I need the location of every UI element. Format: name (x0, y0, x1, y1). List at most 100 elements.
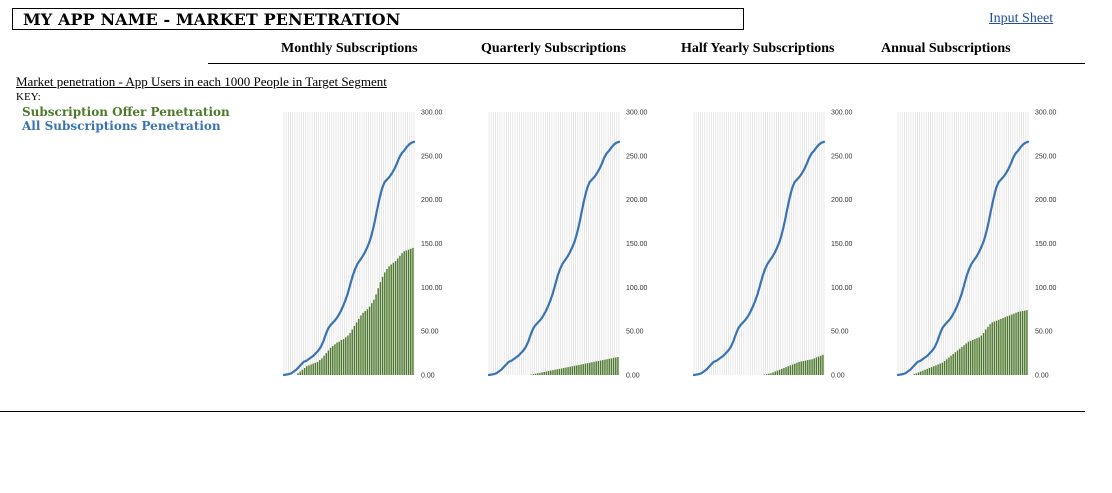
offer-bar (593, 361, 595, 375)
offer-bar (345, 337, 347, 375)
offer-bar (299, 371, 301, 375)
y-tick-label: 100.00 (831, 285, 853, 292)
offer-bar (578, 364, 580, 375)
offer-bar (399, 255, 401, 375)
chart-quarterly-svg: 300.00 250.00 200.00 150.00 100.00 50.00 0.00 (487, 110, 648, 380)
offer-bar (785, 367, 787, 375)
offer-bar (920, 371, 922, 375)
offer-bar (602, 360, 604, 375)
offer-bar (362, 312, 364, 375)
offer-bar (353, 325, 356, 375)
offer-bar (580, 364, 582, 375)
offer-bar (606, 359, 608, 375)
offer-bar (991, 322, 993, 375)
offer-bar (306, 366, 308, 375)
period-header-quarterly: Quarterly Subscriptions (481, 41, 627, 56)
offer-bar (394, 261, 397, 375)
offer-bar (939, 363, 941, 375)
offer-bar (373, 299, 375, 375)
offer-bar (798, 361, 800, 375)
offer-bar (1024, 310, 1026, 375)
y-tick-label: 0.00 (1035, 373, 1049, 380)
key-all-penetration: All Subscriptions Penetration (22, 119, 221, 133)
offer-bar (1021, 311, 1024, 375)
offer-bar (329, 347, 332, 375)
offer-bar (403, 251, 405, 375)
offer-bar (550, 370, 552, 375)
offer-bar (310, 364, 312, 375)
offer-bar (308, 365, 310, 375)
offer-bar (321, 358, 323, 375)
offer-bar (612, 357, 615, 375)
offer-bar (392, 262, 395, 375)
all-penetration-line (692, 140, 826, 377)
offer-bar (547, 371, 550, 375)
y-tick-label: 150.00 (1035, 241, 1057, 248)
page-title: MY APP NAME - MARKET PENETRATION (23, 10, 401, 29)
offer-bar (809, 359, 811, 375)
offer-bar (807, 360, 809, 375)
offer-bar (384, 272, 386, 375)
offer-bar (595, 361, 597, 375)
chart-monthly-svg: 300.00 250.00 200.00 150.00 100.00 50.00 0.00 (282, 110, 443, 380)
y-tick-label: 300.00 (626, 110, 648, 117)
offer-bar (820, 355, 822, 375)
y-tick-label: 250.00 (626, 153, 648, 160)
offer-bar (1013, 313, 1015, 375)
offer-bar (930, 367, 933, 375)
offer-bar (1026, 310, 1028, 375)
y-tick-label: 200.00 (1035, 197, 1057, 204)
y-tick-label: 50.00 (626, 329, 644, 336)
offer-bar (591, 362, 593, 375)
offer-bar (770, 373, 772, 375)
offer-bar (1002, 318, 1004, 375)
offer-bar (323, 355, 325, 375)
chart-monthly: 300.00 250.00 200.00 150.00 100.00 50.00 0.00 (282, 105, 484, 385)
offer-bar (608, 358, 610, 375)
offer-bar (972, 339, 974, 375)
y-tick-label: 50.00 (421, 329, 439, 336)
offer-bar (789, 365, 792, 375)
offer-bar (987, 326, 989, 375)
header-divider (208, 63, 1085, 64)
offer-bar (989, 324, 991, 375)
chart-annual-svg: 300.00 250.00 200.00 150.00 100.00 50.00 0.00 (896, 110, 1057, 380)
offer-bar (1006, 316, 1009, 375)
input-sheet-link[interactable]: Input Sheet (989, 11, 1054, 26)
offer-bar (787, 366, 789, 375)
offer-bar (582, 364, 584, 375)
offer-bar (589, 362, 591, 375)
offer-bar (976, 338, 978, 375)
chart-half-yearly: 300.00 250.00 200.00 150.00 100.00 50.00 0.00 (692, 105, 894, 385)
offer-bar (954, 352, 957, 375)
offer-bar (327, 350, 330, 375)
offer-bar (995, 320, 998, 375)
offer-bar (297, 373, 299, 375)
offer-bar (388, 266, 390, 375)
offer-bar (935, 365, 937, 375)
offer-bar (303, 367, 306, 375)
y-tick-label: 50.00 (1035, 329, 1053, 336)
offer-bar (558, 368, 561, 375)
offer-bar (407, 249, 410, 375)
offer-bar (301, 369, 304, 375)
offer-bar (961, 346, 963, 375)
offer-bar (332, 346, 334, 375)
period-header-annual: Annual Subscriptions (881, 41, 1011, 56)
offer-bar (1019, 311, 1022, 375)
offer-bar (781, 368, 783, 375)
offer-bar (948, 357, 950, 375)
offer-bar (573, 365, 576, 375)
offer-bar (963, 345, 965, 375)
y-tick-label: 150.00 (626, 241, 648, 248)
offer-bar (556, 369, 558, 375)
offer-bar (342, 339, 345, 375)
offer-bar (571, 366, 574, 375)
offer-bar (804, 360, 807, 375)
period-header-monthly: Monthly Subscriptions (281, 41, 418, 56)
offer-bar (358, 318, 360, 375)
offer-bar (319, 360, 321, 375)
y-tick-label: 250.00 (1035, 153, 1057, 160)
y-tick-label: 300.00 (831, 110, 853, 117)
offer-bar (928, 367, 931, 375)
